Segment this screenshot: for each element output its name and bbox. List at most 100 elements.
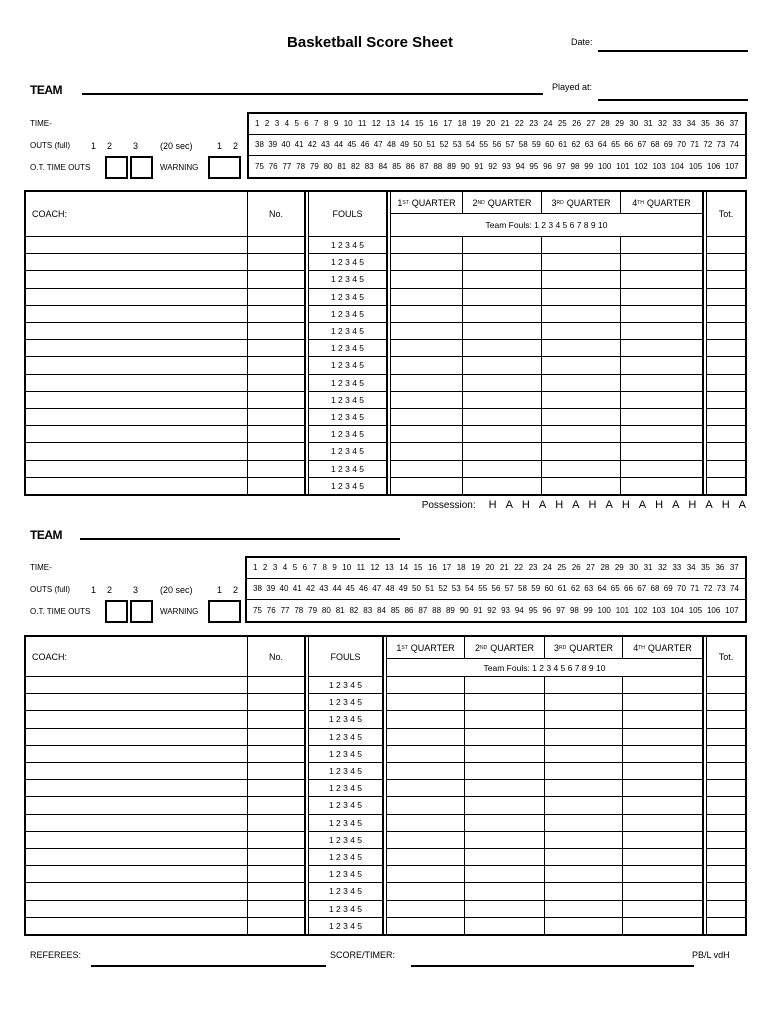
quarter-score-cell[interactable] xyxy=(545,883,623,901)
time-mark[interactable]: 99 xyxy=(583,605,593,615)
player-number-cell[interactable] xyxy=(248,694,305,712)
time-mark[interactable]: 72 xyxy=(703,140,713,150)
time-mark[interactable]: 104 xyxy=(670,605,684,615)
time-mark[interactable]: 62 xyxy=(571,140,581,150)
quarter-score-cell[interactable] xyxy=(542,271,621,289)
quarter-score-cell[interactable] xyxy=(465,917,545,935)
quarter-score-cell[interactable] xyxy=(623,763,703,781)
player-fouls-cell[interactable]: 1 2 3 4 5 xyxy=(309,728,383,746)
player-fouls-cell[interactable]: 1 2 3 4 5 xyxy=(309,271,387,289)
player-number-cell[interactable] xyxy=(248,271,305,289)
player-fouls-cell[interactable]: 1 2 3 4 5 xyxy=(309,237,387,255)
quarter-score-cell[interactable] xyxy=(623,694,703,712)
time-mark[interactable]: 2 xyxy=(264,119,270,129)
player-fouls-cell[interactable]: 1 2 3 4 5 xyxy=(309,677,383,695)
total-cell[interactable] xyxy=(707,694,745,712)
time-mark[interactable]: 69 xyxy=(663,584,673,594)
quarter-score-cell[interactable] xyxy=(391,271,463,289)
quarter-score-cell[interactable] xyxy=(463,305,542,323)
player-number-cell[interactable] xyxy=(248,409,305,427)
player-name-cell[interactable] xyxy=(26,340,248,358)
quarter-score-cell[interactable] xyxy=(623,711,703,729)
total-cell[interactable] xyxy=(707,375,745,392)
quarter-score-cell[interactable] xyxy=(387,763,465,781)
quarter-score-cell[interactable] xyxy=(387,849,465,867)
player-name-cell[interactable] xyxy=(26,237,248,255)
time-mark[interactable]: 68 xyxy=(650,140,660,150)
player-number-cell[interactable] xyxy=(248,305,305,323)
time-mark[interactable]: 7 xyxy=(312,563,317,573)
quarter-score-cell[interactable] xyxy=(465,814,545,832)
time-mark[interactable]: 105 xyxy=(688,161,703,171)
time-mark[interactable]: 41 xyxy=(292,584,302,594)
time-mark[interactable]: 76 xyxy=(268,161,278,171)
player-name-cell[interactable] xyxy=(26,728,248,746)
time-mark[interactable]: 48 xyxy=(386,140,396,150)
time-mark[interactable]: 34 xyxy=(686,563,696,573)
time-mark[interactable]: 82 xyxy=(351,161,360,171)
time-mark[interactable]: 50 xyxy=(412,584,421,594)
time-mark[interactable]: 107 xyxy=(725,161,739,171)
total-cell[interactable] xyxy=(707,901,745,918)
possession-mark[interactable]: A xyxy=(672,499,680,511)
possession-mark[interactable]: A xyxy=(738,499,746,511)
time-mark[interactable]: 95 xyxy=(528,605,538,615)
time-mark[interactable]: 42 xyxy=(306,584,315,594)
player-fouls-cell[interactable]: 1 2 3 4 5 xyxy=(309,254,387,272)
quarter-score-cell[interactable] xyxy=(465,780,545,798)
quarter-score-cell[interactable] xyxy=(391,443,463,461)
time-mark[interactable]: 4 xyxy=(282,563,288,573)
quarter-score-cell[interactable] xyxy=(545,763,623,781)
player-name-cell[interactable] xyxy=(26,814,248,832)
time-mark[interactable]: 48 xyxy=(385,584,395,594)
time-mark[interactable]: 106 xyxy=(706,605,721,615)
player-name-cell[interactable] xyxy=(26,677,248,695)
time-mark[interactable]: 10 xyxy=(343,119,353,129)
player-number-cell[interactable] xyxy=(248,391,305,409)
time-mark[interactable]: 31 xyxy=(643,119,653,129)
time-mark[interactable]: 67 xyxy=(637,140,647,150)
time-mark[interactable]: 28 xyxy=(600,119,610,129)
total-cell[interactable] xyxy=(707,237,745,255)
player-name-cell[interactable] xyxy=(26,271,248,289)
player-fouls-cell[interactable]: 1 2 3 4 5 xyxy=(309,849,383,867)
team-name-field[interactable] xyxy=(82,93,543,95)
quarter-score-cell[interactable] xyxy=(463,460,542,478)
time-mark[interactable]: 6 xyxy=(302,563,308,573)
player-number-cell[interactable] xyxy=(248,711,305,729)
time-mark[interactable]: 20 xyxy=(485,563,495,573)
total-cell[interactable] xyxy=(707,866,745,884)
quarter-score-cell[interactable] xyxy=(463,391,542,409)
quarter-score-cell[interactable] xyxy=(465,728,545,746)
possession-mark[interactable]: H xyxy=(655,499,664,511)
quarter-score-cell[interactable] xyxy=(542,443,621,461)
time-mark[interactable]: 8 xyxy=(324,119,329,129)
total-cell[interactable] xyxy=(707,711,745,729)
player-fouls-cell[interactable]: 1 2 3 4 5 xyxy=(309,763,383,781)
quarter-score-cell[interactable] xyxy=(463,340,542,358)
time-mark[interactable]: 6 xyxy=(304,119,309,129)
player-fouls-cell[interactable]: 1 2 3 4 5 xyxy=(309,305,387,323)
time-mark[interactable]: 22 xyxy=(514,119,524,129)
quarter-score-cell[interactable] xyxy=(387,677,465,695)
time-mark[interactable]: 12 xyxy=(370,563,380,573)
time-mark[interactable]: 16 xyxy=(427,563,437,573)
time-mark[interactable]: 23 xyxy=(529,119,539,129)
time-mark[interactable]: 88 xyxy=(433,161,443,171)
quarter-score-cell[interactable] xyxy=(387,831,465,849)
time-mark[interactable]: 25 xyxy=(557,563,567,573)
player-fouls-cell[interactable]: 1 2 3 4 5 xyxy=(309,883,383,901)
time-mark[interactable]: 35 xyxy=(701,563,710,573)
time-mark[interactable]: 1 xyxy=(253,563,258,573)
player-name-cell[interactable] xyxy=(26,374,248,392)
quarter-score-cell[interactable] xyxy=(621,254,703,272)
time-mark[interactable]: 10 xyxy=(342,563,352,573)
quarter-score-cell[interactable] xyxy=(542,340,621,358)
quarter-score-cell[interactable] xyxy=(542,477,621,495)
time-mark[interactable]: 30 xyxy=(629,119,639,129)
time-mark[interactable]: 85 xyxy=(390,605,400,615)
time-mark[interactable]: 72 xyxy=(703,584,713,594)
quarter-score-cell[interactable] xyxy=(542,323,621,341)
quarter-score-cell[interactable] xyxy=(542,357,621,375)
time-mark[interactable]: 77 xyxy=(282,161,292,171)
